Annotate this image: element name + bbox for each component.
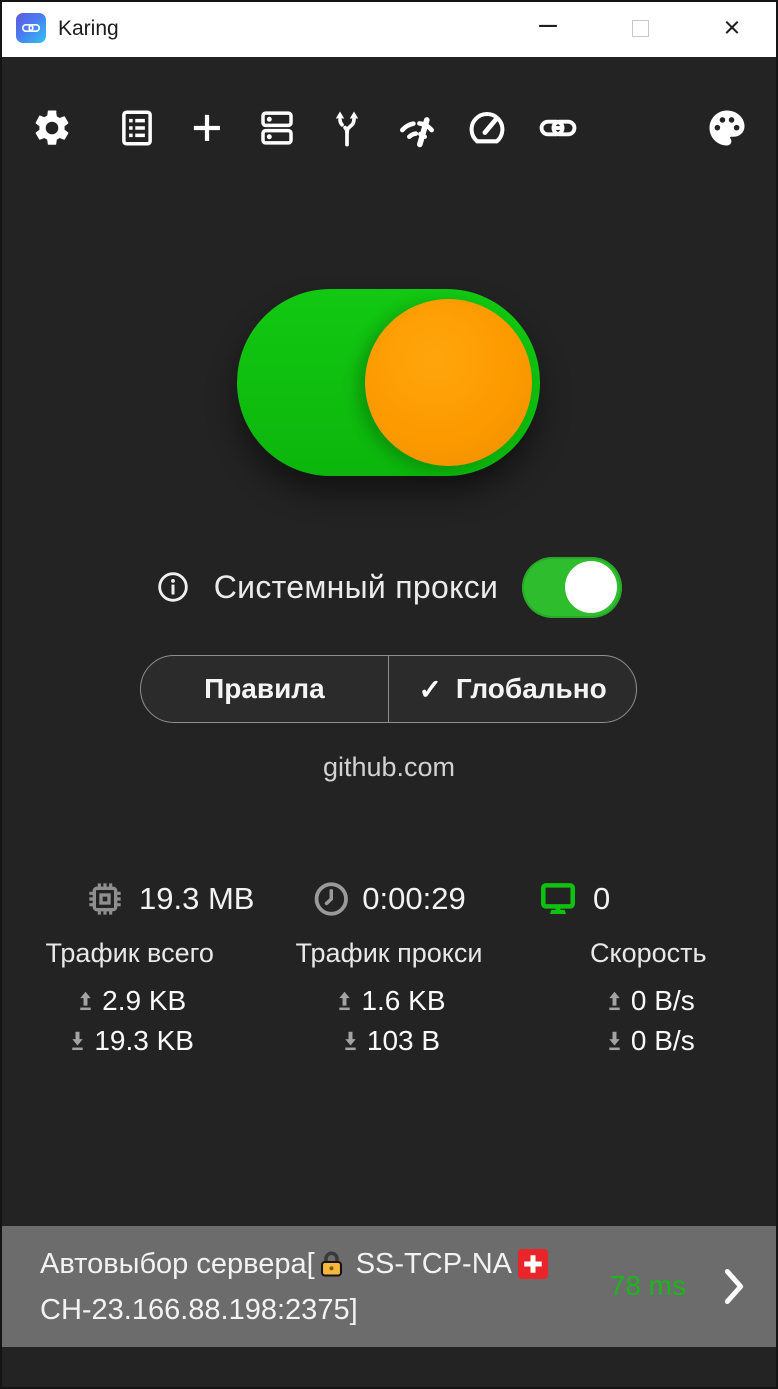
tab-global-label: Глобально <box>455 673 607 704</box>
tab-rules-label: Правила <box>204 673 325 704</box>
monitor-icon <box>541 883 575 915</box>
maximize-button[interactable] <box>594 0 686 57</box>
memory-value: 19.3 MB <box>139 881 255 916</box>
duration-value: 0:00:29 <box>362 881 466 916</box>
theme-palette-icon[interactable] <box>705 106 749 150</box>
connections-value: 0 <box>593 881 611 916</box>
chevron-right-icon[interactable] <box>724 1268 744 1310</box>
connection-toggle[interactable] <box>237 289 540 476</box>
tab-global[interactable]: ✓ Глобально <box>389 656 636 722</box>
chip-icon <box>89 883 121 915</box>
servers-icon[interactable] <box>255 106 299 150</box>
duration-stat: 0:00:29 <box>312 876 466 922</box>
info-icon[interactable] <box>156 570 190 604</box>
download-icon <box>345 1031 356 1050</box>
swiss-flag-icon <box>518 1249 549 1279</box>
speed-column: Скорость 0 B/s 0 B/s <box>519 938 778 1061</box>
server-endpoint-line: CH-23.166.88.198:2375] <box>40 1287 778 1333</box>
system-proxy-toggle[interactable] <box>522 556 623 618</box>
upload-row: 0 B/s <box>519 981 778 1021</box>
close-button[interactable]: × <box>723 12 741 44</box>
add-profile-icon[interactable] <box>185 106 229 150</box>
connection-link-icon[interactable] <box>536 106 580 150</box>
connection-toggle-knob[interactable] <box>365 299 532 466</box>
latency-value: 78 ms <box>609 1270 686 1301</box>
upload-icon <box>80 991 91 1010</box>
server-bar[interactable]: Автовыбор сервера[ SS-TCP-NA CH-23.166.8… <box>0 1226 778 1347</box>
clock-icon <box>314 882 348 916</box>
check-icon: ✓ <box>418 673 442 705</box>
server-name-line: Автовыбор сервера[ SS-TCP-NA <box>40 1241 778 1287</box>
column-title: Трафик прокси <box>295 938 483 968</box>
window-controls: – × <box>502 0 778 57</box>
mode-switch: Правила ✓ Глобально <box>140 655 637 723</box>
column-title: Скорость <box>590 938 707 968</box>
upload-row: 2.9 KB <box>0 981 259 1021</box>
app-logo-icon <box>16 13 46 43</box>
download-icon <box>72 1031 84 1050</box>
dashboard-icon[interactable] <box>465 106 509 150</box>
column-title: Трафик всего <box>45 938 214 968</box>
memory-stat: 19.3 MB <box>85 876 254 922</box>
upload-icon <box>609 991 620 1010</box>
download-value: 0 B/s <box>630 1025 695 1056</box>
download-row: 19.3 KB <box>0 1021 259 1061</box>
download-row: 103 B <box>259 1021 518 1061</box>
settings-icon[interactable] <box>30 106 74 150</box>
maximize-icon <box>631 20 649 37</box>
upload-icon <box>339 991 351 1010</box>
server-protocol-tag: SS-TCP-NA <box>347 1247 519 1280</box>
download-row: 0 B/s <box>519 1021 778 1061</box>
minimize-button[interactable]: – <box>539 5 557 41</box>
profiles-icon[interactable] <box>115 106 159 150</box>
speed-test-icon[interactable] <box>395 106 439 150</box>
system-proxy-label: Системный прокси <box>213 568 499 605</box>
server-endpoint: CH-23.166.88.198:2375] <box>40 1293 358 1326</box>
traffic-total-column: Трафик всего 2.9 KB 19.3 KB <box>0 938 259 1061</box>
upload-value: 2.9 KB <box>102 985 187 1016</box>
mode-switch-divider <box>387 656 390 722</box>
routing-icon[interactable] <box>325 106 369 150</box>
system-proxy-row: Системный прокси <box>0 555 778 619</box>
download-value: 103 B <box>366 1025 441 1056</box>
download-value: 19.3 KB <box>94 1025 194 1056</box>
traffic-proxy-column: Трафик прокси 1.6 KB 103 B <box>259 938 518 1061</box>
tab-rules[interactable]: Правила <box>141 656 388 722</box>
titlebar: Karing – × <box>0 0 778 57</box>
server-name-prefix: Автовыбор сервера[ <box>40 1247 315 1280</box>
lock-icon <box>320 1251 342 1277</box>
connections-stat: 0 <box>537 876 610 922</box>
system-proxy-toggle-knob <box>565 561 618 613</box>
upload-value: 1.6 KB <box>361 985 446 1016</box>
traffic-columns: Трафик всего 2.9 KB 19.3 KB Трафик прокс… <box>0 938 778 1061</box>
current-host: github.com <box>322 752 456 782</box>
download-icon <box>609 1031 620 1050</box>
upload-row: 1.6 KB <box>259 981 518 1021</box>
window-title: Karing <box>58 16 119 40</box>
upload-value: 0 B/s <box>630 985 695 1016</box>
